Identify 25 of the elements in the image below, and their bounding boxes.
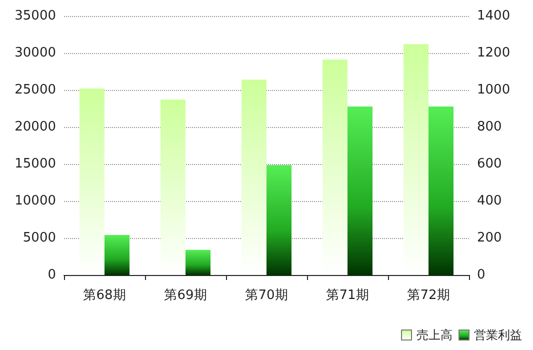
y-tick-label: 35000 xyxy=(14,8,56,24)
y2-tick-label: 400 xyxy=(477,194,502,208)
y2-tick-label: 200 xyxy=(477,230,502,246)
legend-label: 営業利益 xyxy=(474,328,522,342)
y2-tick-label: 1400 xyxy=(477,8,510,24)
y2-tick-label: 1000 xyxy=(477,82,510,98)
bar xyxy=(104,235,130,275)
x-tick-label: 第71期 xyxy=(326,288,369,303)
y-tick-label: 15000 xyxy=(14,156,56,172)
y-tick-label: 30000 xyxy=(14,46,56,60)
y2-tick-label: 1200 xyxy=(477,46,510,60)
bar xyxy=(186,250,210,275)
x-tick-label: 第72期 xyxy=(407,288,450,303)
y-tick-label: 5000 xyxy=(22,230,56,246)
x-tick-label: 第69期 xyxy=(164,288,207,303)
legend-label: 売上高 xyxy=(416,328,452,342)
y-tick-label: 10000 xyxy=(14,194,56,208)
y-tick-label: 0 xyxy=(48,268,56,282)
y-tick-label: 20000 xyxy=(14,120,56,134)
x-tick-label: 第70期 xyxy=(245,288,288,303)
y2-tick-label: 600 xyxy=(477,156,502,172)
x-tick-label: 第68期 xyxy=(83,288,126,303)
y2-tick-label: 0 xyxy=(477,268,486,282)
y-tick-label: 25000 xyxy=(14,82,56,98)
y2-tick-label: 800 xyxy=(477,120,502,134)
